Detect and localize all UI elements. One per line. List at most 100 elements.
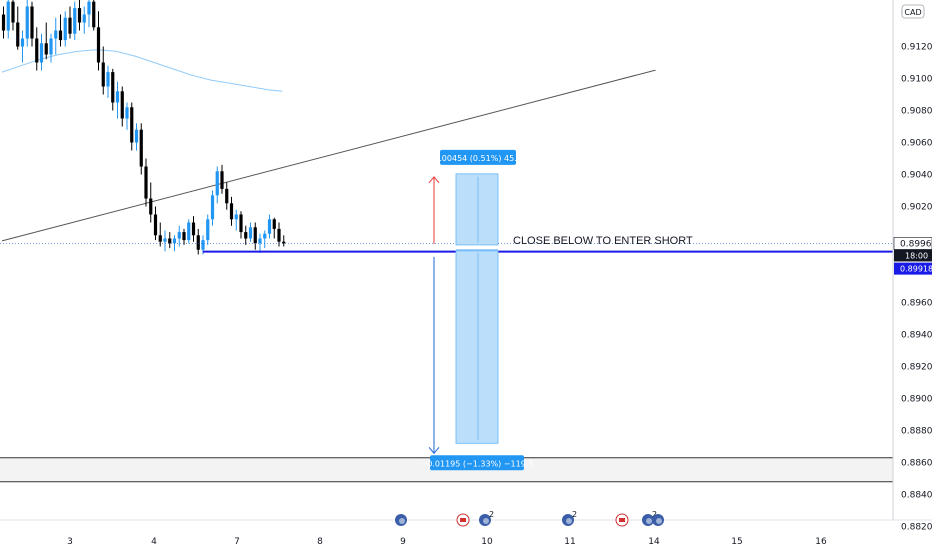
candle	[25, 0, 29, 47]
candle	[139, 123, 143, 175]
candle	[68, 6, 72, 39]
moon-event-icon[interactable]: 2	[562, 510, 577, 526]
candle-body	[130, 107, 134, 143]
candle-body	[54, 30, 58, 39]
candle-body	[201, 240, 205, 250]
candle-body	[82, 14, 86, 23]
candle-body	[87, 1, 91, 15]
candle-body	[263, 233, 267, 239]
candle-body	[220, 171, 224, 189]
candle-body	[68, 17, 72, 34]
candle-body	[77, 8, 82, 23]
time-axis[interactable]: 3 4 7 8 9 10 11 14 15 16	[67, 537, 827, 547]
candle-body	[125, 107, 129, 119]
candle	[220, 164, 224, 194]
candle	[153, 206, 158, 241]
candle	[272, 217, 276, 239]
candle	[187, 219, 191, 244]
candle-body	[244, 232, 248, 239]
candle	[115, 81, 120, 119]
flag-event-icon[interactable]	[456, 513, 470, 527]
flag-event-icon[interactable]	[615, 513, 629, 527]
candle	[1, 6, 6, 39]
candle	[144, 158, 148, 207]
time-tick-label: 3	[67, 537, 73, 547]
trendline[interactable]	[1, 69, 656, 242]
time-tick-label: 15	[731, 537, 742, 547]
time-tick-label: 11	[564, 537, 575, 547]
candle-body	[30, 6, 34, 39]
candle	[130, 102, 134, 151]
candle	[30, 1, 34, 47]
candle-body	[144, 166, 148, 199]
candle	[206, 214, 210, 245]
time-tick-label: 7	[234, 537, 240, 547]
candle-body	[44, 43, 48, 55]
time-tick-label: 9	[400, 537, 406, 547]
position-loss-box	[455, 250, 499, 444]
moon-event-icon[interactable]	[652, 514, 664, 526]
currency-badge[interactable]: CAD	[901, 4, 925, 19]
candle-body	[39, 43, 44, 63]
candle-body	[168, 238, 172, 244]
moon-event-icon[interactable]: 2	[642, 510, 657, 526]
position-lower-label-text: −0.01195 (−1.33%) −119.5	[421, 459, 534, 468]
candle	[6, 0, 10, 39]
candle	[234, 209, 238, 231]
candle	[63, 11, 67, 47]
event-count-badge: 2	[652, 510, 657, 519]
moon-event-icon[interactable]: 2	[479, 510, 494, 526]
candle-body	[182, 232, 186, 241]
candle-body	[277, 228, 281, 242]
profit-arrow-head	[428, 176, 440, 184]
candle-body	[253, 227, 257, 244]
time-tick-label: 8	[317, 537, 323, 547]
candle-body	[120, 91, 124, 119]
candle-body	[172, 238, 177, 244]
candle-body	[248, 227, 253, 239]
candle	[92, 0, 96, 31]
time-tick-label: 4	[151, 537, 157, 547]
current-price-tag[interactable]: 0.89969	[893, 237, 932, 250]
candle	[44, 22, 48, 60]
candle-body	[272, 219, 276, 229]
candle	[125, 102, 129, 130]
economic-events[interactable]: 2 2 2	[395, 510, 664, 527]
candle-body	[234, 214, 238, 220]
loss-arrow-head	[428, 446, 440, 455]
candle-body	[149, 198, 153, 215]
candle-body	[20, 38, 25, 47]
candle-body	[153, 214, 158, 236]
entry-price-tag[interactable]: 0.89918	[894, 262, 932, 275]
candle	[263, 230, 267, 249]
candle-body	[215, 171, 219, 196]
candle	[267, 214, 272, 239]
event-count-badge: 2	[572, 510, 577, 519]
position-lower-label[interactable]: −0.01195 (−1.33%) −119.5	[421, 455, 534, 471]
moon-event-icon[interactable]	[395, 514, 407, 526]
candle-body	[139, 129, 143, 167]
time-tick-label: 10	[481, 537, 493, 547]
candle	[229, 196, 234, 226]
moving-average-line	[1, 49, 283, 92]
candle	[158, 222, 162, 247]
short-position-tool[interactable]: 0.00454 (0.51%) 45.4 −0.01195 (−1.33%) −1…	[421, 149, 534, 471]
position-upper-label[interactable]: 0.00454 (0.51%) 45.4	[434, 149, 522, 165]
candle	[168, 232, 172, 249]
candle	[244, 225, 248, 245]
candle	[82, 6, 86, 34]
candle-body	[134, 129, 139, 143]
candle	[215, 166, 219, 204]
candle-body	[49, 38, 53, 55]
candle	[277, 222, 281, 247]
candle-body	[229, 203, 234, 220]
candle-body	[6, 1, 10, 31]
candle-body	[111, 72, 115, 103]
annotation-text[interactable]: CLOSE BELOW TO ENTER SHORT	[513, 235, 693, 247]
